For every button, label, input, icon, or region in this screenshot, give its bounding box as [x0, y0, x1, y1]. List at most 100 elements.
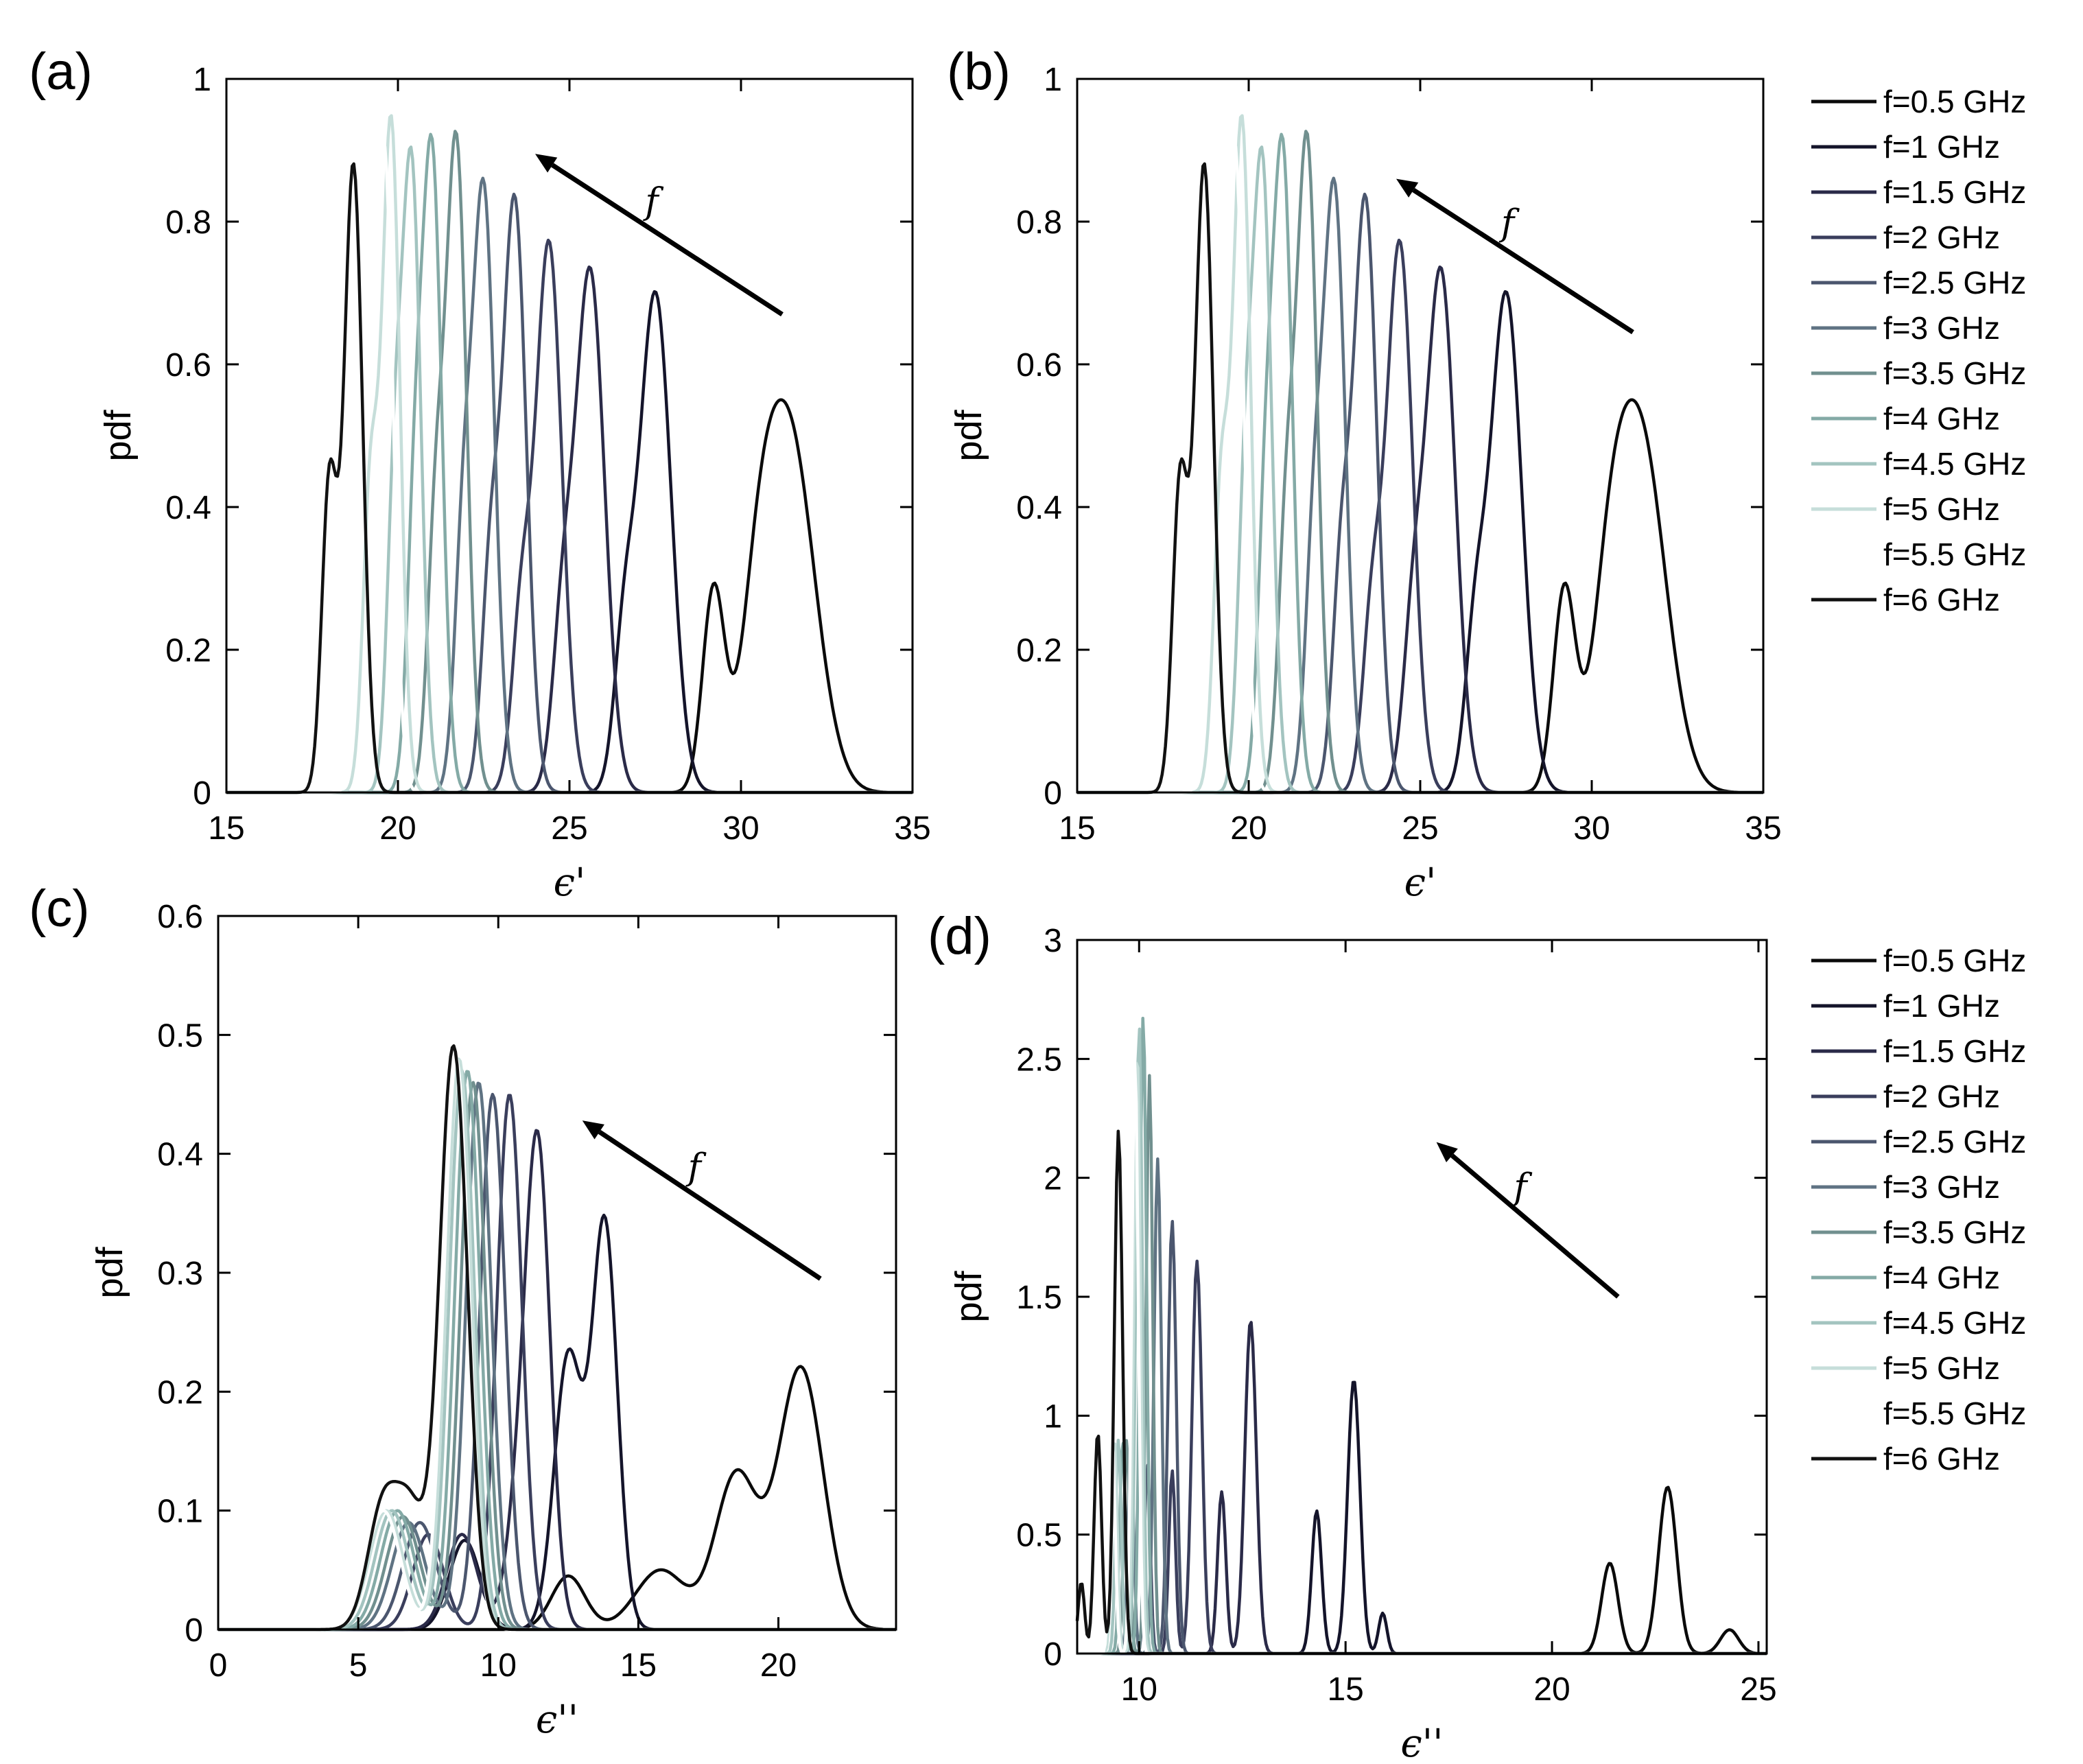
legend-label-f-3-ghz: f=3 GHz [1883, 310, 2000, 346]
panel-a: 15 20 25 30 35 0 0.2 0.4 0.6 0.8 1 ϵ' pdf (a) f [29, 43, 931, 905]
frequency-arrow [598, 1129, 822, 1281]
x-tick-label: 35 [1745, 810, 1781, 847]
arrow-label: f [685, 1146, 707, 1188]
y-tick-label: 0.4 [157, 1137, 203, 1173]
series-line-f-0-5-ghz [226, 398, 913, 795]
x-axis-label: ϵ' [1404, 860, 1437, 905]
y-tick-label: 2 [1044, 1161, 1062, 1197]
y-tick-label: 0.8 [1016, 204, 1062, 241]
legend-label-f-5-5-ghz: f=5.5 GHz [1883, 537, 2026, 572]
series-line-f-2-5-ghz [218, 1092, 896, 1632]
axes-box [217, 915, 897, 1631]
y-tick-label: 2.5 [1016, 1042, 1062, 1078]
series-group [1075, 1016, 1767, 1656]
arrow-label: f [1511, 1166, 1532, 1208]
panel-c: 0 5 10 15 20 0 0.1 0.2 0.3 0.4 0.5 0.6 ϵ'' pdf (c) f [29, 880, 897, 1742]
panel-b: 15 20 25 30 35 0 0.2 0.4 0.6 0.8 1 ϵ' pdf (b) f [947, 43, 1782, 905]
y-tick-label: 0.3 [157, 1256, 203, 1292]
series-line-f-3-5-ghz [218, 1081, 896, 1632]
legend-label-f-0-5-ghz: f=0.5 GHz [1883, 943, 2026, 978]
series-group [1077, 114, 1763, 795]
x-tick-label: 15 [1327, 1671, 1363, 1708]
series-line-f-2-ghz [218, 1094, 896, 1632]
x-tick-label: 0 [209, 1647, 228, 1684]
legend-label-f-5-ghz: f=5 GHz [1883, 491, 2000, 527]
x-tick-label: 10 [480, 1647, 517, 1684]
series-line-f-5-ghz [218, 1057, 896, 1632]
legend-label-f-2-ghz: f=2 GHz [1883, 1079, 2000, 1114]
y-tick-label: 0 [1044, 1636, 1062, 1673]
y-tick-label: 0.5 [157, 1018, 203, 1054]
x-tick-label: 15 [620, 1647, 657, 1684]
legend-label-f-1-ghz: f=1 GHz [1883, 988, 2000, 1024]
y-tick-label: 0.5 [1016, 1518, 1062, 1554]
series-line-f-5-5-ghz [218, 1058, 896, 1632]
legend-label-f-1-5-ghz: f=1.5 GHz [1883, 1033, 2026, 1069]
legend-label-f-2-5-ghz: f=2.5 GHz [1883, 265, 2026, 301]
x-axis-label: ϵ'' [1400, 1721, 1443, 1764]
axes-box [225, 78, 914, 794]
legend-label-f-6-ghz: f=6 GHz [1883, 582, 2000, 618]
y-tick-label: 0 [185, 1612, 203, 1649]
legend-label-f-4-5-ghz: f=4.5 GHz [1883, 446, 2026, 482]
panel-d: 10 15 20 25 0 0.5 1 1.5 2 2.5 3 ϵ'' pdf (d) f [928, 907, 1777, 1764]
x-tick-label: 25 [1740, 1671, 1776, 1708]
series-line-f-1-ghz [218, 1213, 896, 1632]
frequency-arrow [1412, 187, 1634, 335]
series-line-f-4-5-ghz [218, 1069, 896, 1632]
x-tick-label: 30 [722, 810, 759, 847]
panel-label-d: (d) [928, 907, 991, 965]
frequency-arrow [1450, 1153, 1620, 1299]
series-line-f-3-ghz [218, 1081, 896, 1632]
frequency-arrowhead [582, 1120, 604, 1140]
x-tick-label: 10 [1121, 1671, 1157, 1708]
legend-top: f=0.5 GHz f=1 GHz f=1.5 GHz f=2 GHz f=2.5 GH… [1811, 84, 2026, 618]
x-tick-label: 15 [208, 810, 244, 847]
y-tick-label: 0.6 [1016, 347, 1062, 384]
legend-label-f-2-5-ghz: f=2.5 GHz [1883, 1124, 2026, 1160]
series-group [218, 1044, 897, 1632]
legend-bottom: f=0.5 GHz f=1 GHz f=1.5 GHz f=2 GHz f=2.5 GH… [1811, 943, 2026, 1477]
x-tick-label: 20 [1533, 1671, 1570, 1708]
panel-label-c: (c) [29, 880, 90, 938]
x-tick-label: 5 [349, 1647, 368, 1684]
y-tick-label: 0.2 [165, 633, 211, 669]
x-axis-label: ϵ' [554, 860, 586, 905]
y-tick-label: 0 [193, 775, 211, 812]
x-tick-label: 20 [1230, 810, 1267, 847]
legend-label-f-4-ghz: f=4 GHz [1883, 401, 2000, 436]
x-tick-label: 25 [551, 810, 587, 847]
y-tick-label: 1 [1044, 1398, 1062, 1435]
panel-label-a: (a) [29, 43, 93, 101]
legend-label-f-6-ghz: f=6 GHz [1883, 1441, 2000, 1477]
y-tick-label: 0.6 [165, 347, 211, 384]
legend-label-f-5-5-ghz: f=5.5 GHz [1883, 1396, 2026, 1431]
y-tick-label: 0.4 [1016, 490, 1062, 526]
legend-label-f-3-5-ghz: f=3.5 GHz [1883, 355, 2026, 391]
y-axis-label: pdf [89, 1246, 130, 1298]
y-tick-label: 0 [1044, 775, 1062, 812]
legend-label-f-1-ghz: f=1 GHz [1883, 129, 2000, 165]
series-line-f-2-ghz [1077, 238, 1763, 795]
y-tick-label: 0.6 [157, 899, 203, 935]
y-tick-label: 0.4 [165, 490, 211, 526]
series-line-f-5-ghz [226, 114, 913, 795]
legend-label-f-1-5-ghz: f=1.5 GHz [1883, 174, 2026, 210]
series-line-f-6-ghz [218, 1044, 896, 1632]
x-tick-label: 20 [379, 810, 416, 847]
y-tick-label: 0.8 [165, 204, 211, 241]
legend-label-f-3-ghz: f=3 GHz [1883, 1169, 2000, 1205]
legend-label-f-3-5-ghz: f=3.5 GHz [1883, 1214, 2026, 1250]
y-axis-label: pdf [948, 1270, 989, 1322]
frequency-arrowhead [1436, 1142, 1458, 1163]
y-tick-label: 1.5 [1016, 1280, 1062, 1316]
y-tick-label: 1 [1044, 62, 1062, 98]
frequency-arrowhead [535, 154, 558, 173]
y-tick-label: 0.2 [1016, 633, 1062, 669]
series-line-f-2-ghz [226, 238, 913, 795]
y-tick-label: 0.1 [157, 1494, 203, 1530]
panel-label-b: (b) [947, 43, 1011, 101]
frequency-arrowhead [1396, 178, 1419, 198]
y-axis-label: pdf [948, 409, 989, 461]
